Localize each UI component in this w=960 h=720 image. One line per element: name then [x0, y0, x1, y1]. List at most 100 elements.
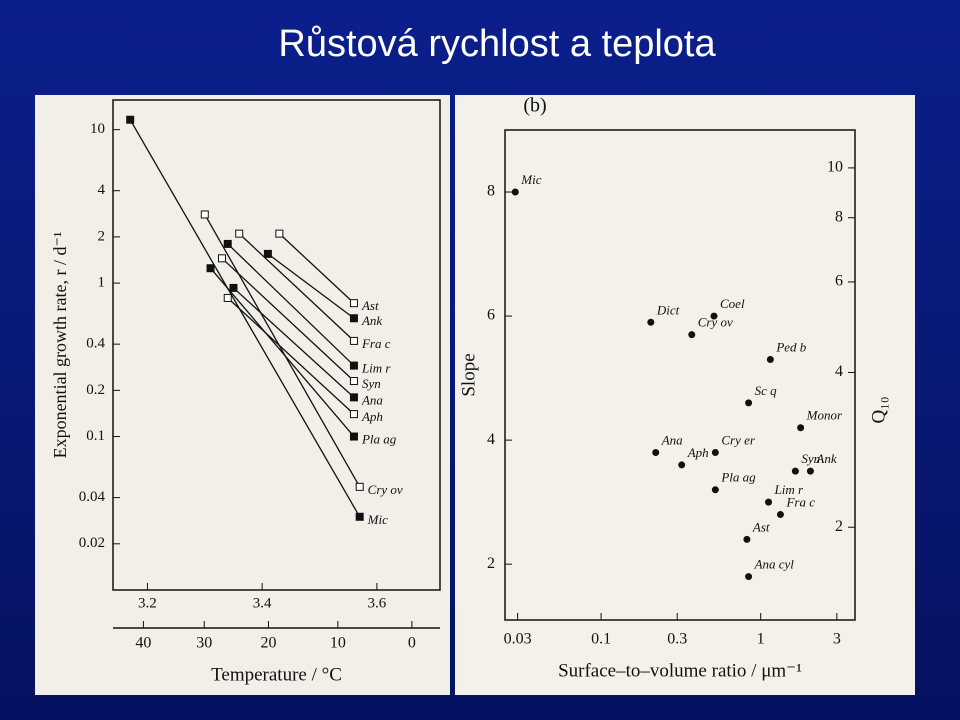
x-axis-label: Temperature / °C	[211, 664, 342, 685]
series-marker	[235, 229, 244, 238]
right-panel	[455, 95, 915, 695]
series-label: Aph	[361, 409, 383, 424]
y-axis-label: Slope	[458, 353, 479, 396]
y2-tick-label: 6	[835, 273, 843, 290]
series-marker	[229, 283, 238, 292]
series-label: Ana	[361, 392, 383, 407]
series-line	[227, 243, 355, 367]
y-tick-label: 4	[98, 182, 106, 198]
plot-frame	[112, 99, 441, 591]
point	[711, 486, 719, 494]
x-tick-label: 0.03	[504, 631, 532, 648]
y2-tick-label: 2	[835, 518, 843, 535]
series-marker	[349, 361, 358, 370]
series-marker	[349, 336, 358, 345]
x2-tick-label: 10	[330, 635, 346, 652]
y-tick-label: 10	[90, 121, 105, 137]
point-label: Sc q	[755, 383, 778, 398]
series-marker	[223, 293, 232, 302]
point	[806, 467, 814, 475]
x2-tick-label: 40	[135, 635, 151, 652]
point-label: Mic	[520, 172, 541, 187]
point-label: Lim r	[774, 482, 804, 497]
y-tick-label: 0.02	[79, 535, 105, 551]
series-label: Syn	[362, 376, 381, 391]
x-tick-label: 3	[833, 631, 841, 648]
point-label: Pla ag	[720, 470, 756, 485]
left-panel	[35, 95, 450, 695]
y-tick-label: 8	[487, 183, 495, 200]
point	[745, 573, 753, 581]
point-label: Ana	[661, 433, 683, 448]
x-tick-label: 1	[757, 631, 765, 648]
series-line	[233, 287, 355, 398]
point	[765, 498, 773, 506]
series-marker	[349, 410, 358, 419]
series-line	[221, 257, 355, 382]
x2-tick-label: 0	[408, 635, 416, 652]
series-marker	[206, 264, 215, 273]
slide-title: Růstová rychlost a teplota	[278, 23, 716, 65]
y2-tick-label: 8	[835, 208, 843, 225]
point	[711, 449, 719, 457]
point-label: Coel	[720, 296, 745, 311]
series-marker	[349, 377, 358, 386]
x-axis-label: Surface–to–volume ratio / μm⁻¹	[558, 660, 802, 681]
series-line	[210, 267, 355, 437]
x2-tick-label: 30	[196, 635, 212, 652]
series-marker	[349, 299, 358, 308]
point-label: Cry ov	[698, 315, 733, 330]
series-marker	[263, 249, 272, 258]
point	[797, 424, 805, 432]
point-label: Monor	[806, 408, 843, 423]
y2-tick-label: 4	[835, 363, 843, 380]
point-label: Cry er	[721, 433, 756, 448]
y-tick-label: 6	[487, 307, 495, 324]
series-marker	[223, 239, 232, 248]
series-label: Ast	[361, 298, 379, 313]
series-marker	[218, 254, 226, 263]
point	[745, 399, 753, 407]
x-tick-label: 0.1	[591, 631, 611, 648]
point-label: Fra c	[785, 495, 815, 510]
series-marker	[355, 482, 364, 491]
panel-title: (b)	[523, 95, 546, 117]
series-line	[129, 119, 361, 518]
series-label: Ank	[361, 313, 382, 328]
series-line	[238, 233, 355, 342]
series-line	[227, 297, 355, 415]
point	[766, 355, 774, 363]
point-label: Dict	[656, 302, 680, 317]
y-tick-label: 4	[487, 431, 495, 448]
point	[710, 312, 718, 320]
plot-frame	[504, 129, 856, 621]
y-axis-label: Exponential growth rate, r / d⁻¹	[50, 232, 70, 459]
series-label: Fra c	[361, 336, 391, 351]
x-tick-label: 3.6	[368, 595, 387, 611]
series-marker	[275, 229, 284, 238]
point	[743, 535, 751, 543]
point-label: Aph	[687, 445, 709, 460]
x-tick-label: 0.3	[667, 631, 687, 648]
series-marker	[126, 115, 135, 124]
y-tick-label: 0.2	[86, 382, 105, 398]
y-tick-label: 2	[487, 555, 495, 572]
x2-tick-label: 20	[260, 635, 276, 652]
series-line	[278, 233, 355, 304]
point-label: Syn	[801, 451, 820, 466]
y2-tick-label: 10	[827, 159, 843, 176]
series-marker	[355, 512, 364, 521]
series-label: Lim r	[361, 361, 391, 376]
series-label: Pla ag	[361, 432, 397, 447]
point-label: Ast	[752, 519, 770, 534]
point-label: Ped b	[775, 339, 806, 354]
point-label: Ana cyl	[754, 557, 795, 572]
series-label: Cry ov	[368, 482, 403, 497]
x-tick-label: 3.4	[253, 595, 272, 611]
point	[776, 511, 784, 519]
series-marker	[200, 210, 209, 219]
point	[511, 188, 519, 196]
series-line	[204, 214, 361, 488]
